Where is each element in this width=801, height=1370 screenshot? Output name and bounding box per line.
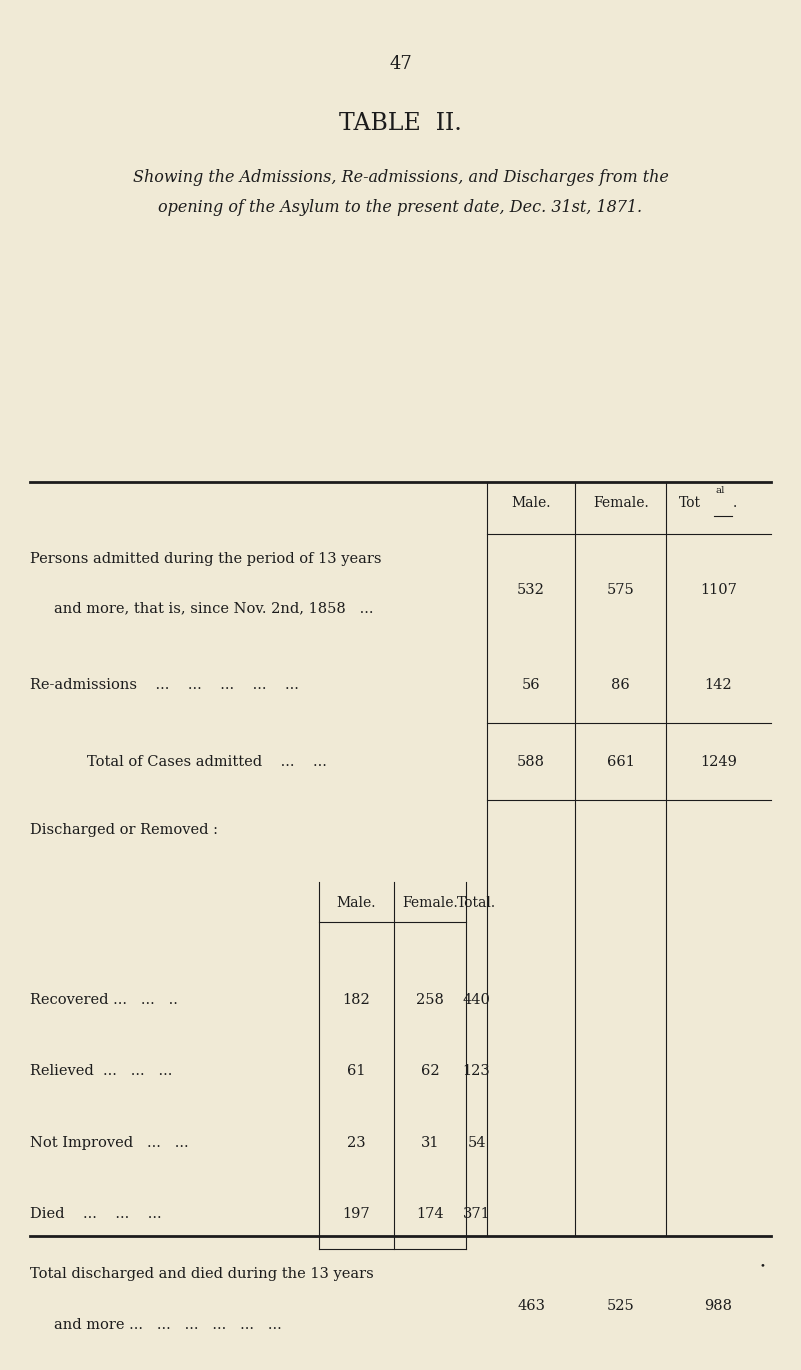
Text: Discharged or Removed :: Discharged or Removed : — [30, 823, 219, 837]
Text: 588: 588 — [517, 755, 545, 769]
Text: 47: 47 — [389, 55, 412, 73]
Text: 661: 661 — [607, 755, 634, 769]
Text: 54: 54 — [467, 1136, 486, 1149]
Text: 23: 23 — [347, 1136, 366, 1149]
Text: 371: 371 — [463, 1207, 490, 1221]
Text: 1249: 1249 — [700, 755, 737, 769]
Text: Persons admitted during the period of 13 years: Persons admitted during the period of 13… — [30, 552, 382, 566]
Text: Female.: Female. — [593, 496, 649, 510]
Text: 575: 575 — [607, 584, 634, 597]
Text: •: • — [759, 1262, 766, 1270]
Text: opening of the Asylum to the present date, Dec. 31st, 1871.: opening of the Asylum to the present dat… — [159, 199, 642, 215]
Text: 463: 463 — [517, 1299, 545, 1312]
Text: 62: 62 — [421, 1064, 440, 1078]
Text: 440: 440 — [463, 993, 490, 1007]
Text: Total.: Total. — [457, 896, 496, 910]
Text: 31: 31 — [421, 1136, 440, 1149]
Text: and more, that is, since Nov. 2nd, 1858   ...: and more, that is, since Nov. 2nd, 1858 … — [54, 601, 374, 615]
Text: TABLE  II.: TABLE II. — [339, 112, 462, 136]
Text: 197: 197 — [343, 1207, 370, 1221]
Text: 123: 123 — [463, 1064, 490, 1078]
Text: Died    ...    ...    ...: Died ... ... ... — [30, 1207, 162, 1221]
Text: 1107: 1107 — [700, 584, 737, 597]
Text: 988: 988 — [705, 1299, 732, 1312]
Text: Relieved  ...   ...   ...: Relieved ... ... ... — [30, 1064, 173, 1078]
Text: 525: 525 — [607, 1299, 634, 1312]
Text: 56: 56 — [521, 678, 541, 692]
Text: Total discharged and died during the 13 years: Total discharged and died during the 13 … — [30, 1267, 374, 1281]
Text: 142: 142 — [705, 678, 732, 692]
Text: 532: 532 — [517, 584, 545, 597]
Text: and more ...   ...   ...   ...   ...   ...: and more ... ... ... ... ... ... — [54, 1318, 282, 1332]
Text: Male.: Male. — [511, 496, 551, 510]
Text: Not Improved   ...   ...: Not Improved ... ... — [30, 1136, 189, 1149]
Text: 61: 61 — [347, 1064, 366, 1078]
Text: Female.: Female. — [402, 896, 458, 910]
Text: Re-admissions    ...    ...    ...    ...    ...: Re-admissions ... ... ... ... ... — [30, 678, 300, 692]
Text: Tot: Tot — [678, 496, 700, 510]
Text: 86: 86 — [611, 678, 630, 692]
Text: 182: 182 — [343, 993, 370, 1007]
Text: Recovered ...   ...   ..: Recovered ... ... .. — [30, 993, 179, 1007]
Text: Male.: Male. — [336, 896, 376, 910]
Text: 258: 258 — [417, 993, 444, 1007]
Text: Showing the Admissions, Re-admissions, and Discharges from the: Showing the Admissions, Re-admissions, a… — [132, 169, 669, 185]
Text: Total of Cases admitted    ...    ...: Total of Cases admitted ... ... — [87, 755, 326, 769]
Text: .: . — [733, 496, 737, 510]
Text: 174: 174 — [417, 1207, 444, 1221]
Text: al: al — [715, 486, 725, 495]
